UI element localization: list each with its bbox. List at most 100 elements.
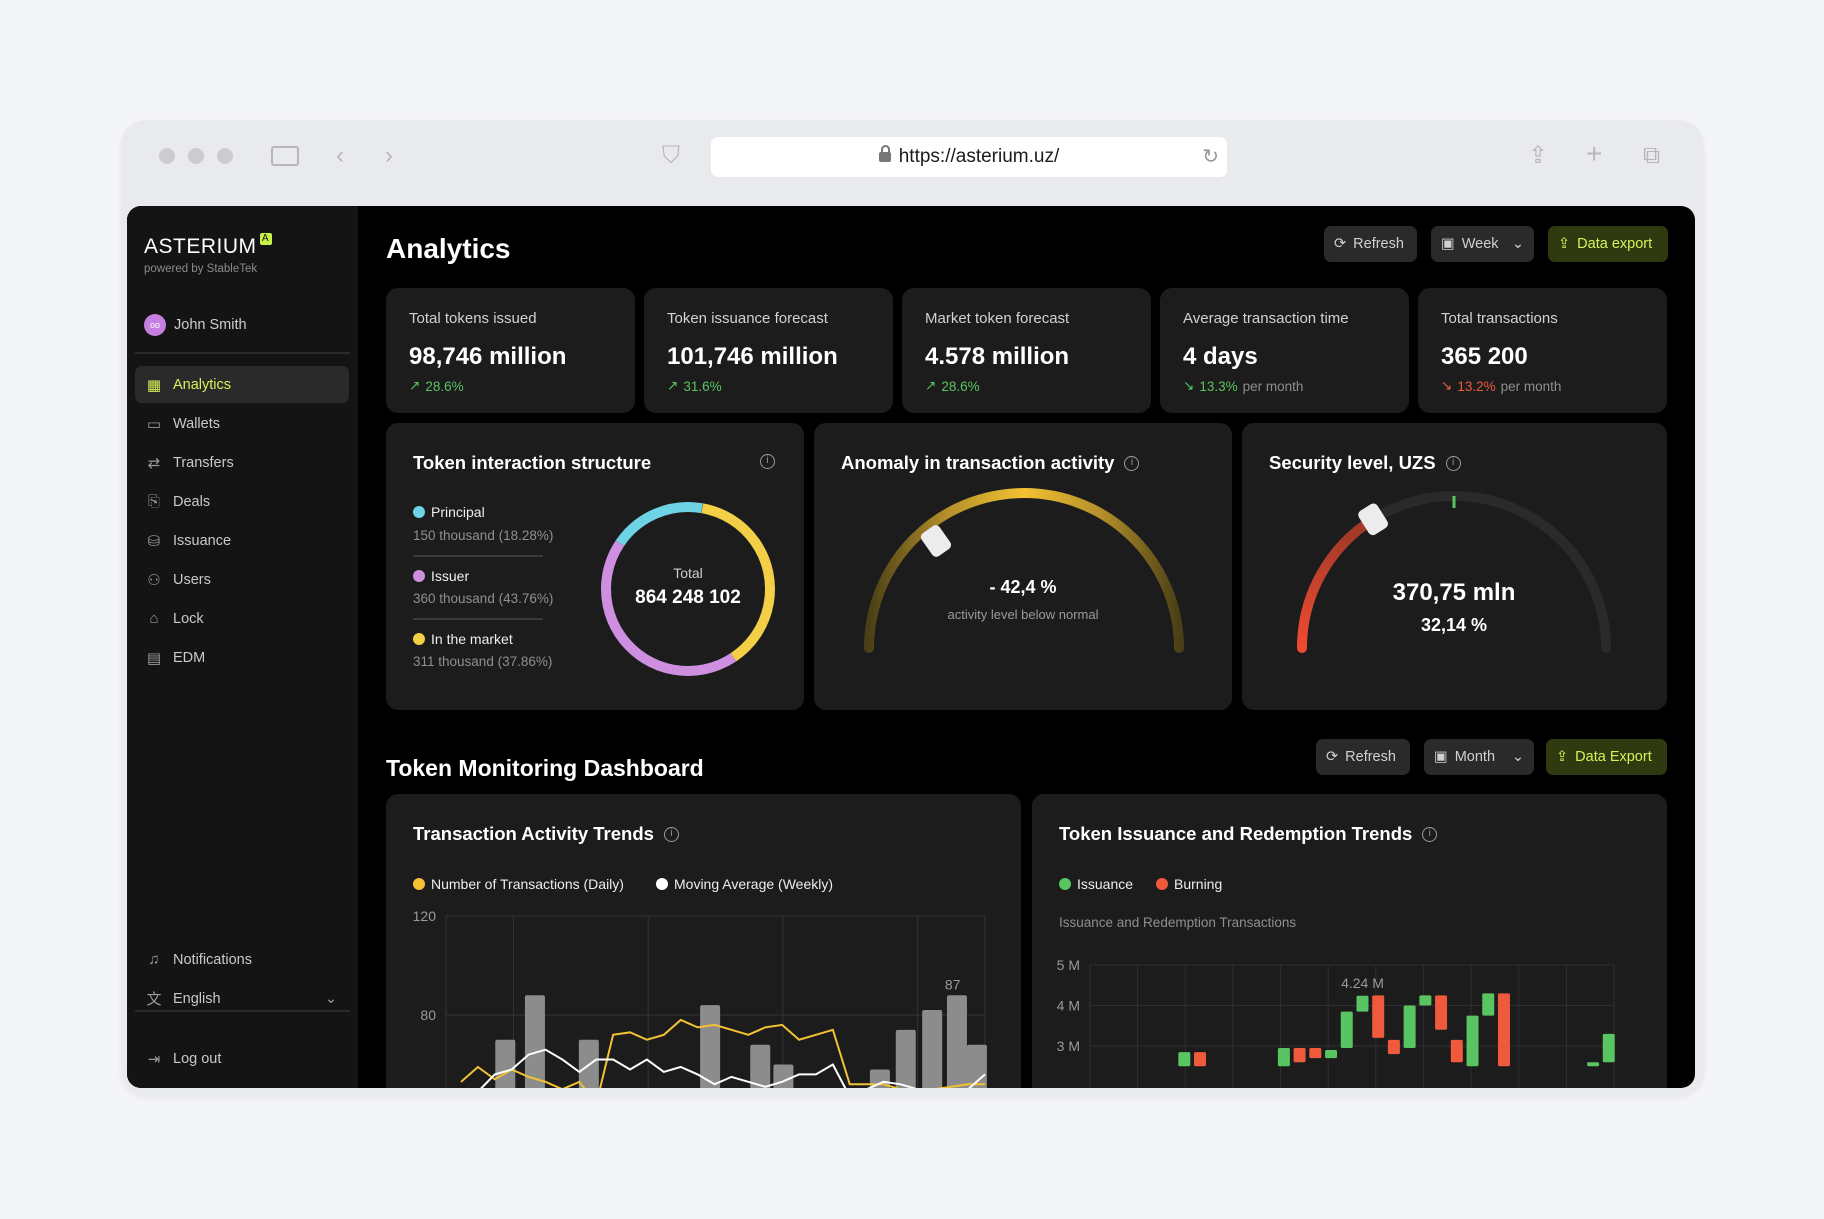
stat-value: 4 days [1183,343,1258,370]
user-profile[interactable]: oo John Smith [144,314,247,336]
back-icon[interactable]: ‹ [336,142,344,169]
legend-dot [413,506,425,518]
share-icon[interactable]: ⇪ [1528,142,1549,169]
forward-icon[interactable]: › [385,142,393,169]
bar [895,1029,916,1088]
lock-icon [878,145,891,162]
language-label: English [173,990,221,1007]
stat-card-total-tokens: Total tokens issued 98,746 million ↗ 28.6… [386,288,635,413]
info-icon[interactable]: i [663,826,679,842]
browser-toolbar: ‹ › ⛉ https://asterium.uz/ ↻ ⇪ + ⧉ [121,120,1704,194]
data-export-button[interactable]: ⇪ Data export [1548,226,1668,262]
card-title-text: Anomaly in transaction activity [841,452,1115,473]
donut-total-label: Total [673,565,703,581]
minimize-dot[interactable] [188,148,204,164]
legend-detail: 311 thousand (37.86%) [413,654,553,669]
legend-dot [656,878,668,890]
sidebar-item-lock[interactable]: ⌂ Lock [135,600,349,637]
candle [1340,1011,1353,1049]
logout-button[interactable]: ⇥ Log out [135,1040,349,1077]
info-icon[interactable]: i [1124,455,1140,471]
daily-transactions-line [460,1018,985,1088]
refresh-label: Refresh [1345,749,1396,765]
info-icon[interactable]: i [1445,455,1461,471]
sidebar-item-label: Notifications [173,951,252,968]
period-select[interactable]: ▣ Month ⌄ [1424,739,1534,775]
candle [1194,1052,1207,1067]
candle [1587,1062,1600,1067]
issuance-trends-chart: 5 M 4 M 3 M 4.24 M [1057,957,1615,1088]
sidebar-item-wallets[interactable]: ▭ Wallets [135,405,349,442]
sidebar-item-issuance[interactable]: ⛁ Issuance [135,522,349,559]
stat-label: Average transaction time [1183,310,1349,327]
brand-logo[interactable]: ASTERIUM A [144,233,272,259]
language-select[interactable]: 文 English ⌄ [135,980,349,1017]
structure-card: Token interaction structure i Principal … [386,423,804,710]
address-bar[interactable]: https://asterium.uz/ ↻ [711,137,1227,177]
gauge-handle[interactable] [919,523,953,559]
period-label: Month [1454,749,1496,765]
trend-down-icon: ↘ [1441,378,1453,393]
sidebar-item-transfers[interactable]: ⇄ Transfers [135,444,349,481]
stat-change-value: 28.6% [941,378,980,394]
sidebar-item-label: Issuance [173,532,232,549]
trend-up-icon: ↗ [925,378,937,393]
y-tick-label: 80 [420,1007,436,1023]
y-tick-label: 5 M [1057,957,1080,973]
new-tab-icon[interactable]: + [1586,138,1603,169]
sidebar-item-edm[interactable]: ▤ EDM [135,639,349,676]
stat-value: 4.578 million [925,343,1070,370]
sidebar-item-deals[interactable]: ⎘ Deals [135,483,349,520]
sidebar-item-notifications[interactable]: ♫ Notifications [135,941,349,978]
stat-change: ↗ 31.6% [667,378,722,394]
sidebar-toggle-icon[interactable] [271,146,299,166]
period-label: Week [1461,236,1499,252]
data-export-button[interactable]: ⇪ Data Export [1546,739,1667,775]
legend-label: Burning [1174,876,1223,892]
close-dot[interactable] [159,148,175,164]
legend-dot [1059,878,1071,890]
period-select[interactable]: ▣ Week ⌄ [1431,226,1534,262]
legend-dot [413,570,425,582]
calendar-icon: ▣ [1434,749,1448,765]
info-icon[interactable]: i [760,454,775,469]
stat-change-value: 13.2% [1457,378,1496,394]
card-title-text: Security level, UZS [1269,452,1436,473]
bell-icon: ♫ [148,951,160,968]
card-title-text: Transaction Activity Trends [413,823,654,844]
legend-label: Issuer [431,568,470,584]
refresh-button[interactable]: ⟳ Refresh [1324,226,1417,262]
sidebar-item-label: Wallets [173,415,220,432]
refresh-button[interactable]: ⟳ Refresh [1316,739,1410,775]
stat-value: 98,746 million [409,343,567,370]
legend-weekly: Moving Average (Weekly) [656,876,833,892]
candle [1325,1050,1338,1059]
reload-icon[interactable]: ↻ [1202,146,1219,168]
sidebar-item-analytics[interactable]: ▦ Analytics [135,366,349,403]
bar [524,995,545,1088]
candle [1293,1048,1306,1063]
browser-window: ‹ › ⛉ https://asterium.uz/ ↻ ⇪ + ⧉ ASTER… [121,120,1704,1096]
maximize-dot[interactable] [217,148,233,164]
donut-segment [601,502,775,676]
anomaly-caption: activity level below normal [947,607,1098,622]
translate-icon: 文 [146,991,162,1008]
candle [1482,993,1495,1016]
gauge-progress [1297,514,1379,653]
sidebar-item-users[interactable]: ⚇ Users [135,561,349,598]
info-icon[interactable]: i [1422,826,1438,842]
legend-daily: Number of Transactions (Daily) [413,876,624,892]
chevron-down-icon: ⌄ [1511,749,1524,765]
legend-label: Moving Average (Weekly) [674,876,833,892]
refresh-icon: ⟳ [1326,749,1339,765]
avatar: oo [144,314,166,336]
shield-icon[interactable]: ⛉ [662,142,680,169]
tabs-overview-icon[interactable]: ⧉ [1643,142,1661,169]
divider [135,352,350,354]
sidebar-item-label: EDM [173,649,206,666]
deal-icon: ⎘ [147,493,160,510]
legend-issuer: Issuer [413,568,469,584]
app-window: ASTERIUM A powered by StableTek oo John S… [127,206,1695,1088]
anomaly-gauge: - 42,4 % activity level below normal [864,488,1184,653]
chart-subtitle: Issuance and Redemption Transactions [1059,915,1297,930]
